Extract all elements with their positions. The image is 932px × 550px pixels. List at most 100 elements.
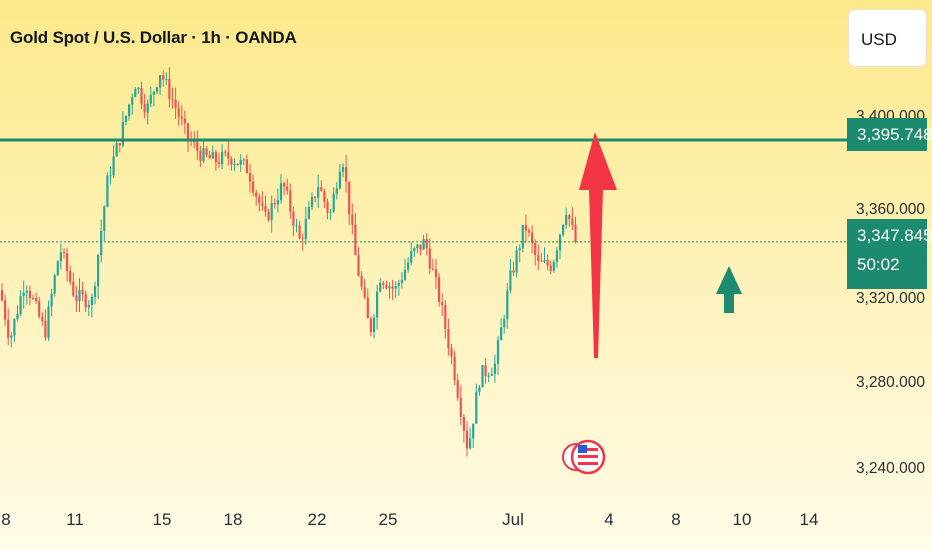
candle-body xyxy=(534,243,537,256)
candle-body xyxy=(115,143,118,157)
candle-body xyxy=(357,255,360,276)
candle-body xyxy=(236,163,239,165)
candle-body xyxy=(162,75,165,80)
candle-body xyxy=(112,156,115,176)
candle-body xyxy=(165,78,168,80)
candle-body xyxy=(143,103,146,113)
candle-body xyxy=(431,268,434,270)
candle-body xyxy=(555,250,558,262)
candle-body xyxy=(348,181,351,215)
candle-body xyxy=(351,214,354,225)
candle-body xyxy=(565,215,568,225)
candle-body xyxy=(490,373,493,376)
candle-body xyxy=(84,294,87,308)
candle-body xyxy=(47,306,50,338)
candle-body xyxy=(255,192,258,197)
candle-body xyxy=(100,230,103,256)
candle-body xyxy=(531,232,534,244)
candle-body xyxy=(475,392,478,424)
candle-body xyxy=(205,148,208,155)
us-event-flag-icon[interactable] xyxy=(562,439,606,475)
candle-body xyxy=(124,116,128,122)
candle-body xyxy=(72,281,75,296)
candle-body xyxy=(484,365,487,377)
price-tick: 3,360.000 xyxy=(856,201,925,218)
candle-body xyxy=(493,363,496,374)
candle-body xyxy=(295,225,298,227)
candle-body xyxy=(239,159,242,165)
chart-title: Gold Spot / U.S. Dollar · 1h · OANDA xyxy=(10,28,297,47)
candle-body xyxy=(552,261,555,271)
candle-body xyxy=(109,175,112,177)
candle-body xyxy=(438,277,441,303)
candle-body xyxy=(193,141,196,143)
candle-body xyxy=(252,181,255,193)
candle-body xyxy=(270,202,273,221)
candle-body xyxy=(546,259,549,266)
candle-body xyxy=(289,190,292,212)
candle-body xyxy=(428,248,431,269)
candle-body xyxy=(4,300,7,320)
candle-body xyxy=(301,238,304,240)
red-up-arrow-icon[interactable] xyxy=(579,132,617,358)
candle-body xyxy=(360,275,363,287)
candle-body xyxy=(186,123,190,140)
candle-body xyxy=(131,97,134,105)
candle-body xyxy=(25,290,28,293)
time-tick: 8 xyxy=(1,510,11,529)
candle-body xyxy=(410,251,413,263)
candle-body xyxy=(465,430,469,449)
candle-body xyxy=(180,116,183,119)
candle-body xyxy=(7,319,10,338)
candle-body xyxy=(310,196,314,207)
candle-body xyxy=(199,150,202,162)
candle-body xyxy=(369,318,372,333)
time-tick: 15 xyxy=(152,510,172,529)
candlestick-series xyxy=(0,67,577,457)
candle-body xyxy=(292,211,295,226)
candle-body xyxy=(459,397,462,417)
candle-body xyxy=(394,285,397,289)
candle-body xyxy=(314,196,317,198)
candle-body xyxy=(403,269,407,280)
bar-countdown: 50:02 xyxy=(857,255,900,274)
current-price-tag: 3,347.845 50:02 xyxy=(847,219,932,289)
candle-body xyxy=(75,295,78,302)
candle-body xyxy=(69,271,72,282)
price-tick: 3,240.000 xyxy=(856,460,925,477)
time-tick: 25 xyxy=(378,510,398,529)
candle-body xyxy=(0,290,4,301)
candle-body xyxy=(177,107,180,117)
candle-body xyxy=(571,219,574,225)
price-tick: 3,320.000 xyxy=(856,290,925,307)
candle-body xyxy=(307,206,310,219)
candle-body xyxy=(323,190,326,202)
candle-body xyxy=(146,103,149,113)
candle-body xyxy=(543,259,546,262)
candle-body xyxy=(372,317,376,333)
candle-body xyxy=(276,200,279,205)
candle-body xyxy=(134,88,137,98)
candle-body xyxy=(317,187,320,198)
candle-body xyxy=(496,340,500,364)
resistance-price-label: 3,395.748 xyxy=(847,118,932,151)
candle-body xyxy=(304,218,307,239)
candle-body xyxy=(258,196,261,204)
candle-body xyxy=(230,158,233,165)
green-up-arrow-icon[interactable] xyxy=(716,266,742,313)
candle-body xyxy=(267,211,270,221)
candle-body xyxy=(221,151,224,165)
candle-body xyxy=(397,282,400,286)
candle-body xyxy=(155,87,159,92)
currency-button[interactable]: USD xyxy=(849,10,926,66)
candle-body xyxy=(242,159,245,161)
candle-body xyxy=(385,284,388,289)
candle-body xyxy=(87,305,90,308)
candle-body xyxy=(106,175,109,207)
candle-body xyxy=(90,296,93,306)
candle-body xyxy=(196,141,199,151)
candle-body xyxy=(537,255,540,261)
candle-body xyxy=(118,143,121,146)
candle-body xyxy=(527,230,531,233)
